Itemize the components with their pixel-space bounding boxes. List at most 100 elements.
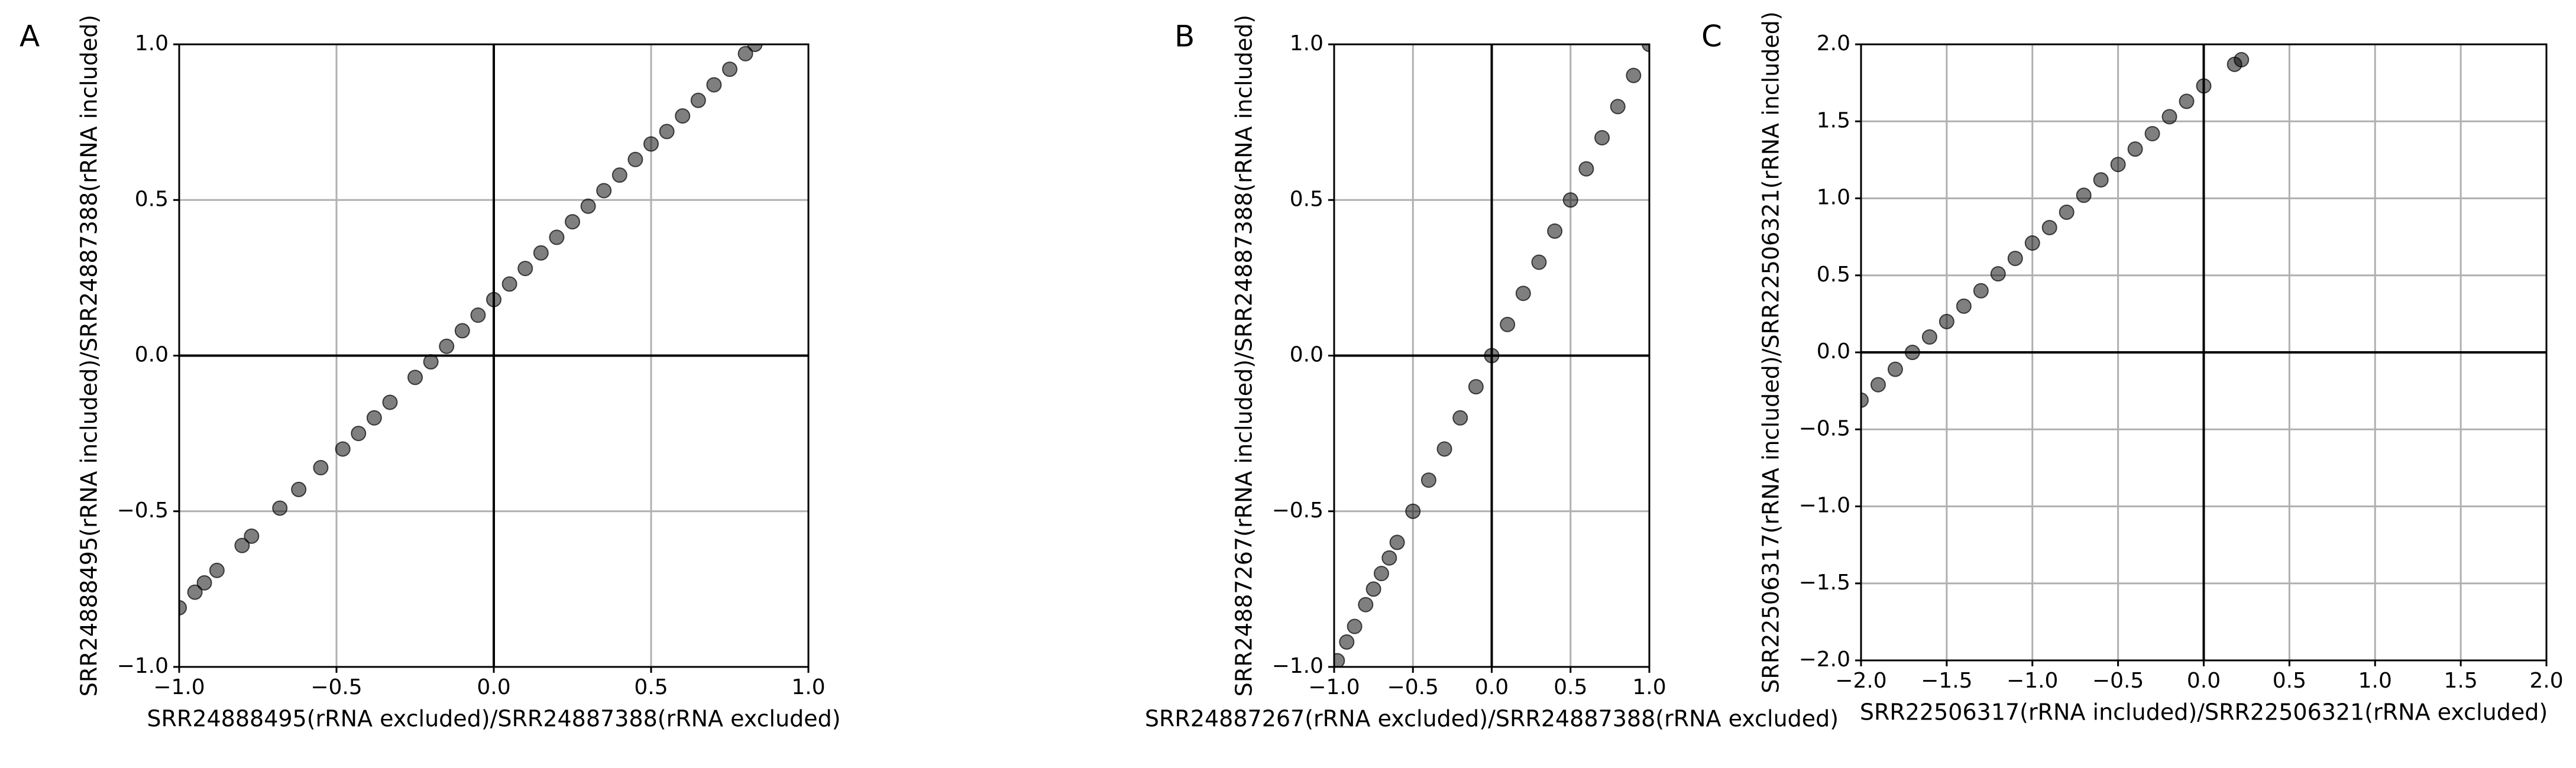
point	[486, 291, 501, 307]
x-tick-label: −0.5	[310, 675, 362, 699]
point	[187, 584, 203, 600]
x-tick-label: 0.0	[1475, 675, 1509, 699]
point	[1420, 472, 1436, 488]
point	[1500, 316, 1516, 332]
x-tick-label: 1.0	[2358, 669, 2392, 693]
axes-frame	[1860, 43, 2548, 662]
y-tick-label: 1.0	[135, 31, 169, 56]
x-axis-label: SRR24887267(rRNA excluded)/SRR24887388(r…	[1145, 706, 1839, 732]
point	[382, 394, 398, 410]
point	[737, 46, 753, 61]
point	[1861, 392, 1869, 408]
y-tick-label: 0.5	[135, 187, 169, 211]
y-tick-label: −1.0	[1272, 654, 1323, 678]
point	[2179, 93, 2195, 109]
point	[1358, 597, 1374, 613]
point	[1484, 348, 1500, 364]
x-tick-label: −1.0	[1308, 675, 1360, 699]
y-tick-label: −0.5	[1272, 498, 1323, 523]
y-tick-label: 0.0	[135, 343, 169, 367]
y-tick-label: 1.0	[1817, 186, 1850, 210]
panel-label: C	[1701, 20, 1722, 54]
point	[1973, 283, 1989, 299]
point	[1373, 566, 1389, 582]
point	[1610, 99, 1626, 115]
point	[1904, 345, 1920, 360]
point	[2059, 204, 2075, 220]
y-tick-label: −0.5	[117, 498, 169, 523]
point	[1468, 379, 1484, 395]
point	[196, 575, 212, 591]
point	[2234, 52, 2250, 68]
point	[1562, 192, 1578, 208]
point	[2127, 141, 2143, 157]
point	[2110, 157, 2126, 173]
point	[407, 370, 423, 385]
y-tick-label: −1.0	[1799, 494, 1850, 518]
point	[2076, 187, 2092, 203]
x-tick-label: 2.0	[2529, 669, 2563, 693]
point	[1452, 410, 1468, 426]
point	[643, 136, 659, 152]
y-tick-label: 0.0	[1817, 339, 1850, 364]
point	[423, 354, 439, 370]
point	[2093, 172, 2109, 188]
x-axis-label: SRR22506317(rRNA included)/SRR22506321(r…	[1860, 699, 2548, 725]
x-tick-label: 1.0	[1632, 675, 1666, 699]
x-tick-label: 0.0	[2187, 669, 2221, 693]
point	[1990, 266, 2006, 282]
point	[244, 528, 260, 544]
axes-frame	[178, 43, 810, 668]
point	[1339, 634, 1355, 650]
point	[1334, 653, 1345, 667]
point	[1642, 44, 1649, 52]
point	[2144, 126, 2160, 142]
y-tick-label: 2.0	[1817, 31, 1850, 56]
point	[1921, 329, 1937, 345]
x-tick-label: −1.0	[2007, 669, 2058, 693]
point	[1436, 441, 1452, 457]
point	[439, 338, 455, 354]
point	[1870, 377, 1886, 393]
point	[1389, 534, 1405, 550]
point	[1365, 581, 1381, 597]
y-tick-label: 1.5	[1817, 108, 1850, 132]
point	[1531, 254, 1547, 270]
point	[627, 151, 643, 167]
y-tick-label: 0.5	[1817, 263, 1850, 287]
point	[1405, 503, 1421, 519]
point	[454, 323, 470, 339]
point	[351, 426, 367, 442]
point	[1626, 67, 1642, 83]
y-axis-label: SRR22506317(rRNA included)/SRR22506321(r…	[1758, 11, 1784, 693]
x-tick-label: 1.0	[791, 675, 825, 699]
point	[722, 61, 737, 77]
point	[335, 441, 351, 457]
point	[209, 562, 225, 578]
point	[690, 92, 706, 108]
point	[234, 537, 250, 553]
x-tick-label: −2.0	[1835, 669, 1886, 693]
point	[1887, 361, 1903, 377]
x-tick-label: 0.5	[1554, 675, 1587, 699]
y-tick-label: −2.0	[1799, 647, 1850, 672]
x-tick-label: 1.5	[2444, 669, 2477, 693]
point	[565, 214, 580, 230]
point	[517, 261, 533, 277]
point	[1547, 223, 1563, 239]
point	[675, 108, 691, 124]
point	[1956, 298, 1972, 314]
x-tick-label: −0.5	[1387, 675, 1439, 699]
point	[501, 276, 517, 292]
x-tick-label: 0.0	[477, 675, 510, 699]
point	[291, 481, 307, 497]
point	[179, 600, 187, 615]
point	[313, 460, 329, 476]
point	[706, 77, 722, 93]
point	[580, 198, 596, 214]
y-tick-label: −1.0	[117, 654, 169, 678]
x-tick-label: −0.5	[2092, 669, 2144, 693]
y-tick-label: −0.5	[1799, 416, 1850, 440]
